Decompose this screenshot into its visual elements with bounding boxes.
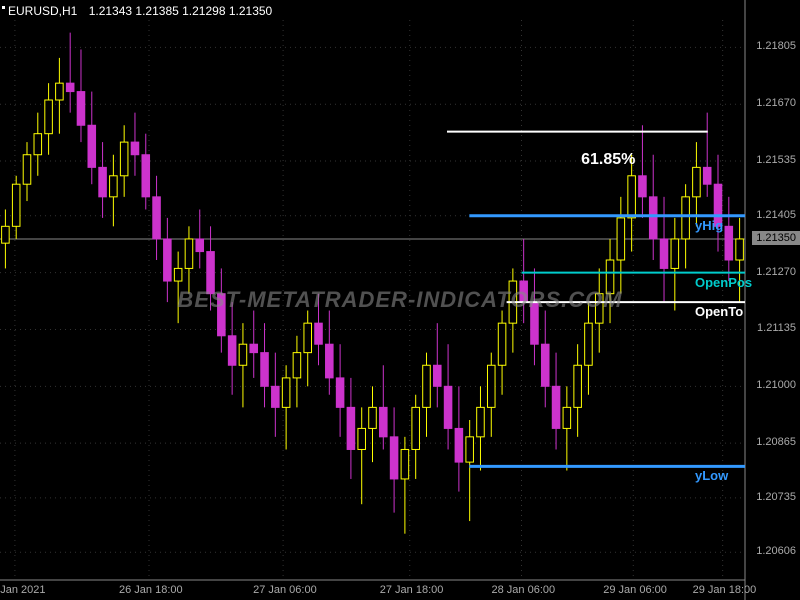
chart-container: EURUSD,H1 1.21343 1.21385 1.21298 1.2135… — [0, 0, 800, 600]
indicator-label: yLow — [695, 468, 728, 483]
y-tick-label: 1.20606 — [756, 545, 796, 557]
x-tick-label: 28 Jan 06:00 — [492, 584, 556, 596]
percent-label: 61.85% — [581, 151, 635, 169]
y-tick-label: 1.21805 — [756, 40, 796, 52]
y-tick-label: 1.21135 — [757, 322, 796, 334]
y-tick-label: 1.21270 — [756, 266, 796, 278]
watermark: BEST-METATRADER-INDICATORS.COM — [177, 287, 622, 313]
symbol-label: EURUSD,H1 — [8, 4, 77, 18]
chart-header: EURUSD,H1 1.21343 1.21385 1.21298 1.2135… — [8, 4, 272, 18]
indicator-label: yHig — [695, 218, 723, 233]
y-tick-label: 1.20865 — [756, 436, 796, 448]
indicator-label: OpenTo — [695, 304, 743, 319]
x-tick-label: 29 Jan 18:00 — [693, 584, 757, 596]
current-price-box: 1.21350 — [752, 231, 800, 245]
x-tick-label: 29 Jan 06:00 — [603, 584, 667, 596]
y-tick-label: 1.21670 — [756, 97, 796, 109]
ohlc-label: 1.21343 1.21385 1.21298 1.21350 — [89, 4, 273, 18]
x-tick-label: 27 Jan 06:00 — [253, 584, 317, 596]
indicator-label: OpenPos — [695, 275, 752, 290]
x-tick-label: 26 Jan 18:00 — [119, 584, 183, 596]
x-tick-label: 27 Jan 18:00 — [380, 584, 444, 596]
y-tick-label: 1.21535 — [756, 154, 796, 166]
y-tick-label: 1.21000 — [756, 379, 796, 391]
x-tick-label: 26 Jan 2021 — [0, 584, 45, 596]
menu-icon[interactable] — [2, 6, 5, 9]
y-tick-label: 1.21405 — [756, 209, 796, 221]
y-tick-label: 1.20735 — [756, 491, 796, 503]
